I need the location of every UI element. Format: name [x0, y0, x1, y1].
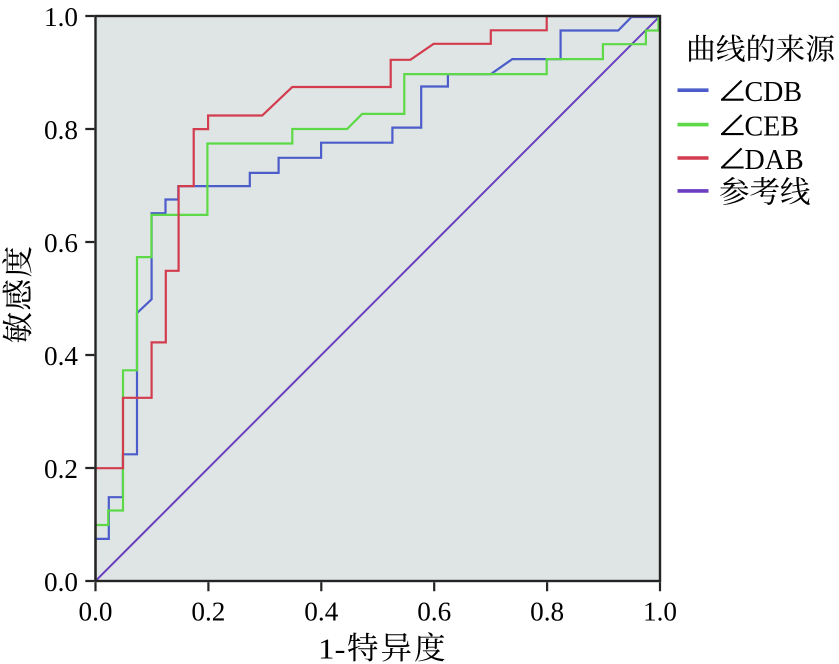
svg-text:0.6: 0.6	[417, 596, 451, 627]
svg-text:DAB: DAB	[745, 145, 804, 176]
svg-text:0.8: 0.8	[530, 596, 564, 627]
svg-text:0.0: 0.0	[44, 566, 78, 597]
svg-text:0.6: 0.6	[44, 227, 78, 258]
svg-text:0.4: 0.4	[304, 596, 338, 627]
svg-text:1.0: 1.0	[44, 1, 78, 32]
svg-text:0.0: 0.0	[79, 596, 113, 627]
svg-text:0.8: 0.8	[44, 114, 78, 145]
svg-text:CDB: CDB	[745, 77, 803, 108]
svg-text:1-: 1-	[318, 634, 346, 664]
svg-text:0.4: 0.4	[44, 340, 78, 371]
svg-text:1.0: 1.0	[643, 596, 677, 627]
svg-text:0.2: 0.2	[44, 453, 78, 484]
svg-text:CEB: CEB	[745, 112, 799, 143]
svg-text:0.2: 0.2	[191, 596, 225, 627]
